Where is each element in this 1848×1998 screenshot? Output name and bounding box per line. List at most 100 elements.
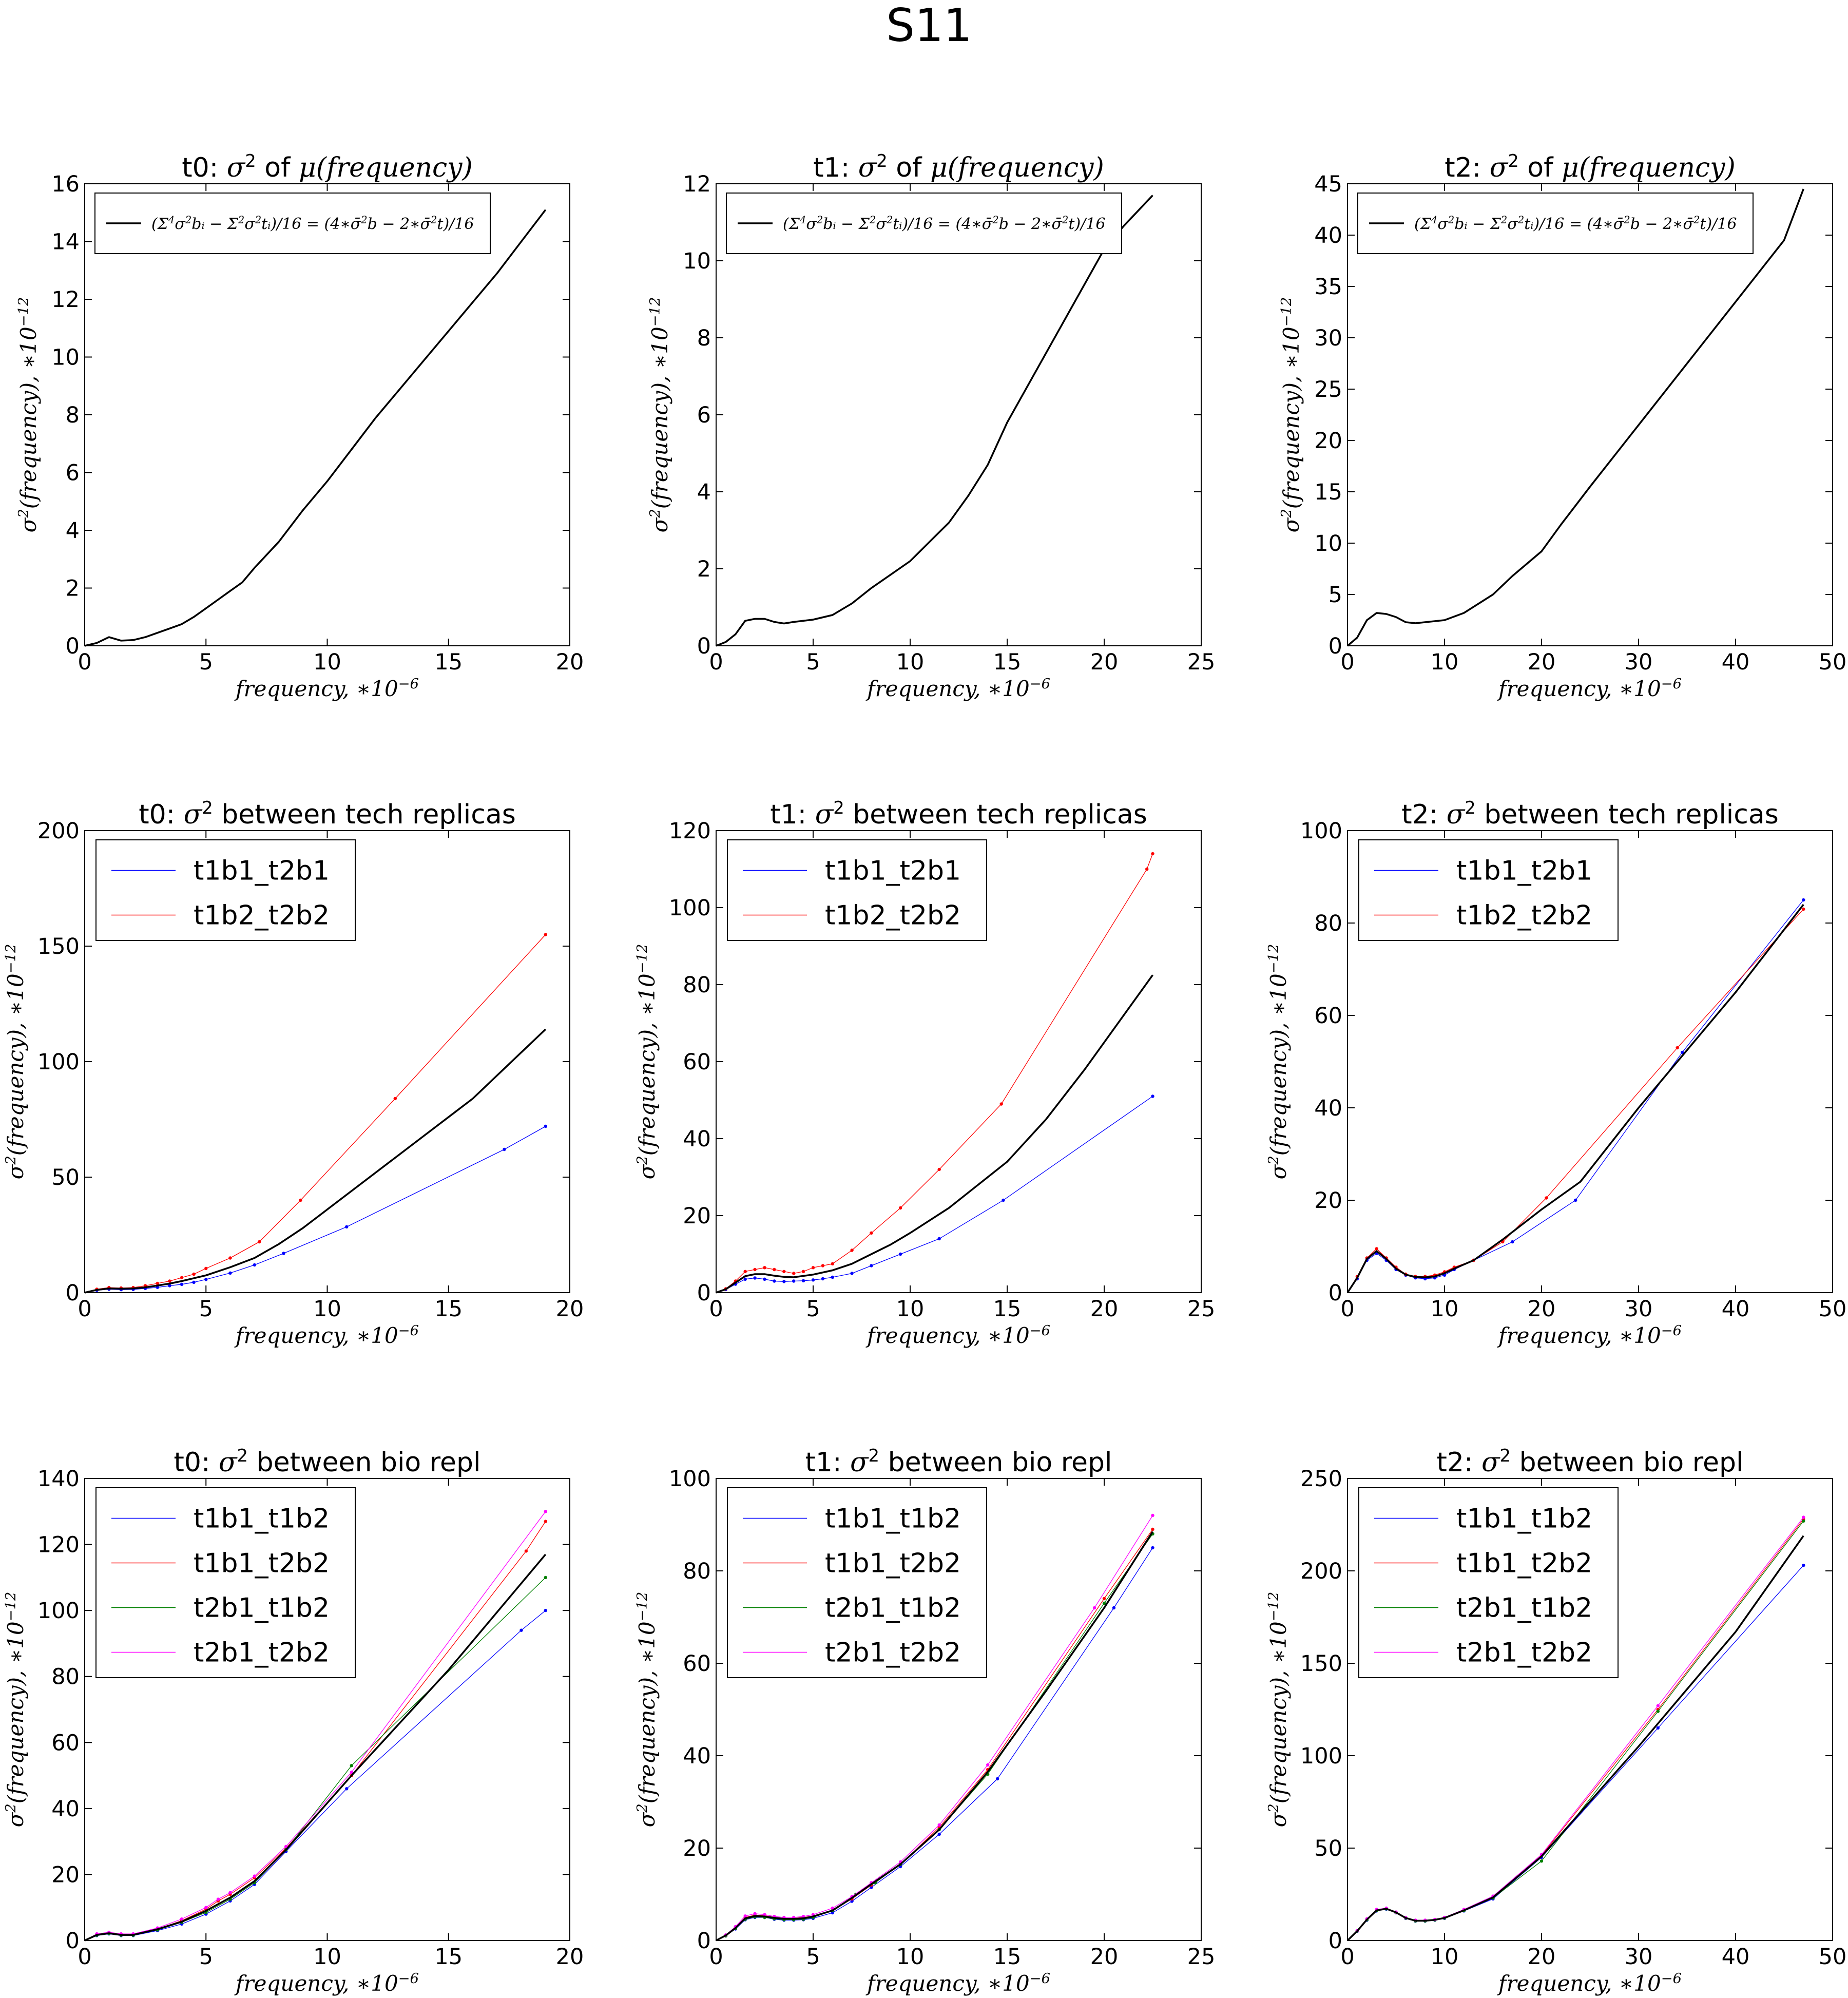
y-tick-label: 120 bbox=[669, 818, 711, 844]
data-point bbox=[986, 1763, 990, 1767]
chart-panel-7: t0: σ2 between bio repl 0 5 10 15 20 0 20 40 60 80… bbox=[3, 1446, 584, 1996]
y-tick-label: 100 bbox=[669, 1466, 711, 1492]
chart-panel-2: t1: σ2 of μ(frequency) 0 5 10 15 20 25 0 2 4 6 8 10 1… bbox=[647, 151, 1216, 702]
legend-label: t2b1_t2b2 bbox=[194, 1638, 330, 1668]
chart-title: t0: σ2 of μ(frequency) bbox=[182, 151, 473, 184]
y-tick-label: 10 bbox=[1314, 531, 1342, 556]
x-tick-label: 5 bbox=[806, 1296, 820, 1322]
data-point bbox=[393, 1097, 397, 1101]
data-point bbox=[1151, 1094, 1154, 1098]
y-tick-label: 40 bbox=[1314, 1096, 1342, 1121]
legend-label: t1b2_t2b2 bbox=[194, 900, 330, 931]
x-tick-label: 10 bbox=[896, 1296, 925, 1322]
x-tick-label: 20 bbox=[1528, 649, 1556, 675]
data-point bbox=[831, 1275, 835, 1279]
legend: t1b1_t2b1 t1b2_t2b2 bbox=[95, 839, 356, 941]
data-point bbox=[1151, 1546, 1154, 1550]
y-tick-label: 12 bbox=[683, 171, 711, 197]
legend-label: t1b1_t2b2 bbox=[194, 1548, 330, 1579]
legend-label: t1b1_t2b2 bbox=[1456, 1548, 1592, 1579]
y-tick-label: 200 bbox=[1300, 1559, 1342, 1584]
legend-box bbox=[95, 1487, 356, 1678]
x-tick-label: 0 bbox=[78, 1296, 91, 1322]
x-axis-label: frequency, ∗10−6 bbox=[234, 676, 419, 702]
y-tick-label: 2 bbox=[66, 576, 80, 602]
legend-label: t2b1_t1b2 bbox=[194, 1593, 330, 1624]
data-point bbox=[204, 1266, 208, 1270]
y-axis-label: σ2(frequency), ∗10−12 bbox=[16, 297, 42, 533]
data-point bbox=[192, 1280, 196, 1284]
x-tick-label: 10 bbox=[313, 649, 341, 675]
data-point bbox=[350, 1764, 353, 1768]
x-tick-label: 25 bbox=[1187, 649, 1216, 675]
data-point bbox=[753, 1276, 757, 1280]
series-line bbox=[716, 195, 1153, 647]
y-tick-label: 0 bbox=[697, 633, 711, 659]
data-point bbox=[258, 1240, 261, 1244]
data-point bbox=[811, 1266, 815, 1270]
y-tick-label: 60 bbox=[683, 1651, 711, 1677]
y-tick-label: 40 bbox=[51, 1796, 80, 1822]
data-point bbox=[228, 1271, 232, 1275]
data-point bbox=[801, 1270, 805, 1273]
data-point bbox=[299, 1198, 302, 1202]
data-point bbox=[168, 1284, 171, 1288]
data-point bbox=[1539, 1859, 1544, 1863]
data-point bbox=[831, 1262, 835, 1265]
data-point bbox=[1802, 898, 1805, 902]
chart-panel-8: t1: σ2 between bio repl 0 5 10 15 20 25 0 20 40 60… bbox=[634, 1446, 1216, 1996]
y-tick-label: 6 bbox=[697, 402, 711, 428]
data-point bbox=[1656, 1709, 1660, 1713]
plot-frame bbox=[1347, 183, 1833, 646]
data-point bbox=[192, 1272, 196, 1276]
chart-panel-5: t1: σ2 between tech replicas 0 5 10 15 20 25 0 2… bbox=[634, 798, 1216, 1349]
legend: t1b1_t2b1 t1b2_t2b2 bbox=[1358, 839, 1619, 941]
y-tick-label: 100 bbox=[669, 895, 711, 921]
y-tick-label: 150 bbox=[37, 934, 80, 959]
y-tick-label: 10 bbox=[51, 345, 80, 371]
chart-panel-6: t2: σ2 between tech replicas 0 10 20 30 40 50 0… bbox=[1266, 798, 1847, 1349]
x-tick-label: 40 bbox=[1722, 1296, 1750, 1322]
legend-label: t1b2_t2b2 bbox=[825, 900, 961, 931]
data-point bbox=[180, 1276, 184, 1279]
x-tick-label: 5 bbox=[199, 649, 213, 675]
series-line bbox=[716, 853, 1153, 1293]
legend-label: t1b1_t1b2 bbox=[194, 1504, 330, 1534]
legend-box bbox=[94, 193, 491, 254]
x-tick-label: 20 bbox=[1528, 1944, 1556, 1970]
chart-title: t2: σ2 of μ(frequency) bbox=[1445, 151, 1736, 184]
data-point bbox=[180, 1917, 184, 1921]
data-point bbox=[763, 1913, 766, 1916]
data-point bbox=[544, 1124, 548, 1128]
y-tick-label: 50 bbox=[51, 1165, 80, 1190]
series-t1b1_t2b1 bbox=[716, 1094, 1154, 1293]
data-point bbox=[1145, 867, 1149, 871]
data-point bbox=[345, 1225, 349, 1228]
data-point bbox=[773, 1279, 776, 1283]
data-point bbox=[870, 1264, 873, 1267]
legend: t1b1_t1b2 t1b1_t2b2 t2b1_t1b2 t2b1_t2b2 bbox=[95, 1487, 356, 1678]
data-point bbox=[1656, 1726, 1660, 1730]
y-tick-label: 0 bbox=[1329, 633, 1342, 659]
y-tick-label: 45 bbox=[1314, 171, 1342, 197]
legend-label: (Σ4σ2bᵢ − Σ2σ2tᵢ)/16 = (4∗σ̄2b − 2∗σ̄2t)… bbox=[783, 214, 1105, 234]
data-point bbox=[1375, 1247, 1378, 1251]
data-point bbox=[1092, 1606, 1096, 1610]
legend-label: t1b2_t2b2 bbox=[1456, 900, 1592, 931]
data-point bbox=[1680, 1050, 1684, 1054]
data-point bbox=[1802, 1515, 1805, 1519]
series-mean-curve bbox=[1346, 904, 1804, 1293]
x-tick-label: 30 bbox=[1625, 1296, 1653, 1322]
data-point bbox=[253, 1874, 256, 1878]
x-axis-label: frequency, ∗10−6 bbox=[1497, 1971, 1682, 1996]
series-line bbox=[1346, 1535, 1804, 1942]
y-tick-label: 2 bbox=[697, 556, 711, 582]
y-tick-label: 25 bbox=[1314, 377, 1342, 402]
y-tick-label: 100 bbox=[37, 1049, 80, 1075]
x-tick-label: 15 bbox=[434, 649, 463, 675]
y-tick-label: 40 bbox=[683, 1126, 711, 1152]
series-line bbox=[84, 1553, 547, 1942]
data-point bbox=[831, 1911, 835, 1915]
x-tick-label: 30 bbox=[1625, 1944, 1653, 1970]
series-(Σ⁴σ²_bᵢ − Σ²σ²_tᵢ)/16 = (4*σ̄²_b − 2*σ̄²_t)/16 bbox=[84, 209, 547, 647]
